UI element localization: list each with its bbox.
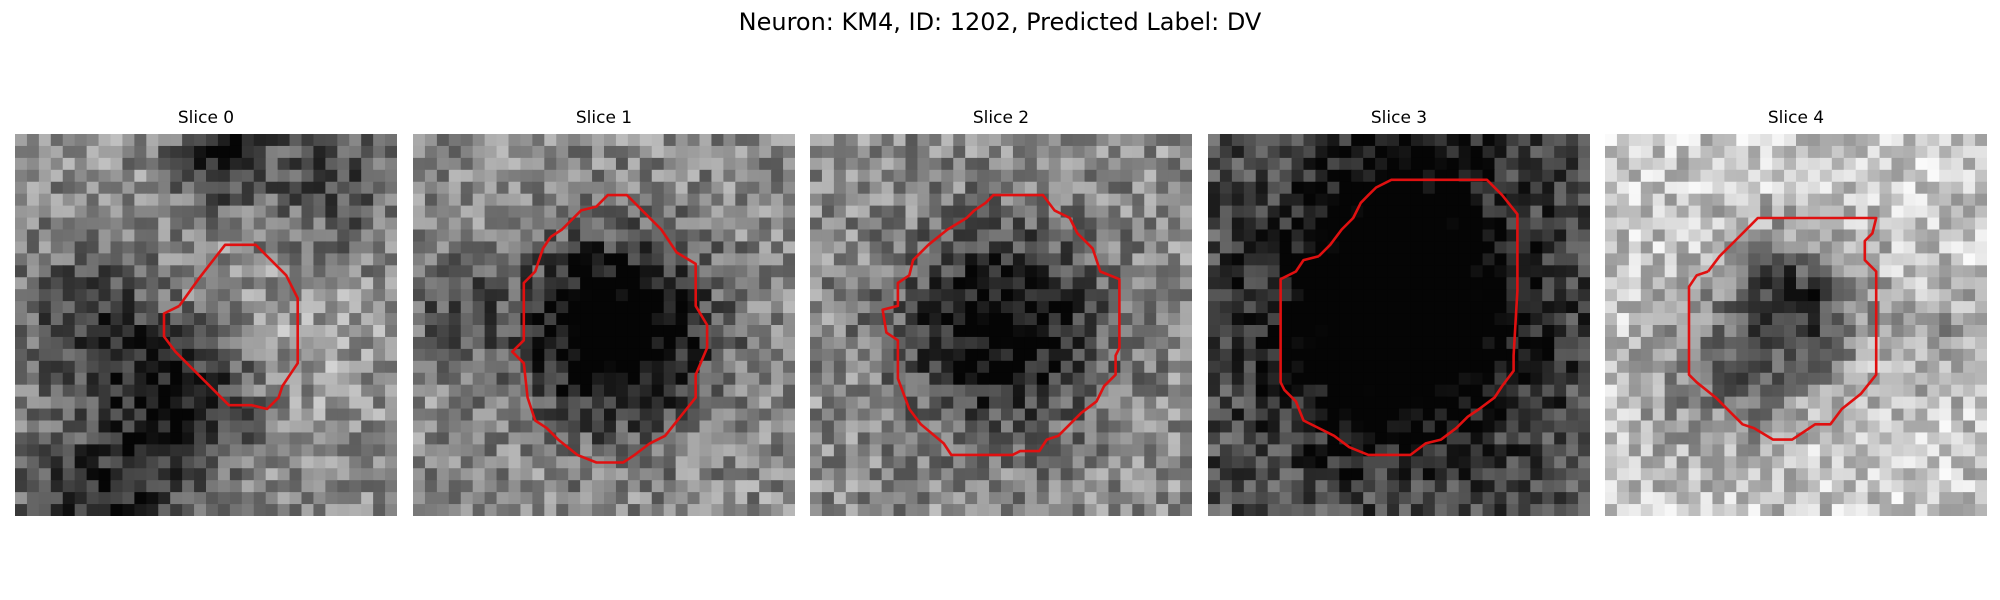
slice-image-0 xyxy=(15,134,397,516)
slice-panel-3: Slice 3 xyxy=(1208,106,1590,516)
neuron-contour xyxy=(1279,178,1519,457)
slice-title: Slice 0 xyxy=(177,108,235,128)
slice-panel-0: Slice 0 xyxy=(15,106,397,516)
slice-image-1 xyxy=(413,134,795,516)
neuron-contour xyxy=(162,243,300,411)
slice-image-4 xyxy=(1605,134,1987,516)
slice-title: Slice 4 xyxy=(1767,108,1825,128)
neuron-contour xyxy=(511,193,709,464)
figure-title: Neuron: KM4, ID: 1202, Predicted Label: … xyxy=(738,8,1262,36)
neuron-contour xyxy=(881,193,1121,457)
slice-panel-4: Slice 4 xyxy=(1605,106,1987,516)
slice-title: Slice 3 xyxy=(1370,108,1428,128)
slice-title: Slice 2 xyxy=(972,108,1030,128)
slice-title: Slice 1 xyxy=(575,108,633,128)
slice-panel-1: Slice 1 xyxy=(413,106,795,516)
slice-image-2 xyxy=(810,134,1192,516)
slice-panel-2: Slice 2 xyxy=(810,106,1192,516)
neuron-contour xyxy=(1687,216,1878,441)
slice-image-3 xyxy=(1208,134,1590,516)
